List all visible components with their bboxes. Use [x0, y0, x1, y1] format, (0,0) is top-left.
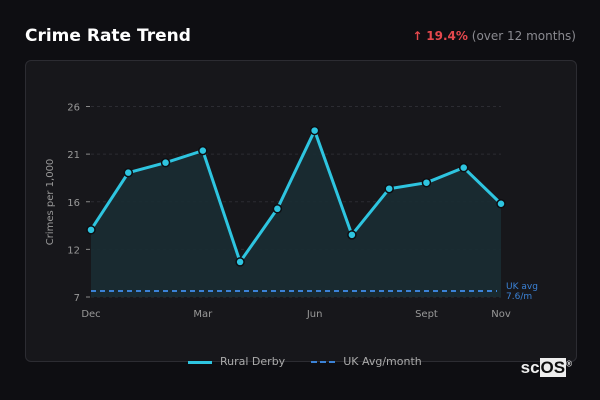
y-axis-label: Crimes per 1,000 — [45, 159, 56, 246]
data-point — [123, 167, 134, 178]
chart-title: Crime Rate Trend — [25, 26, 191, 46]
change-value: 19.4% — [426, 29, 468, 43]
scos-logo: scOS® — [520, 358, 572, 377]
legend: Rural Derby UK Avg/month — [188, 355, 422, 368]
data-point — [235, 257, 245, 267]
data-point — [309, 125, 320, 136]
x-tick-label: Sept — [415, 309, 438, 320]
data-point — [160, 157, 171, 168]
x-tick-label: Jun — [306, 309, 323, 320]
change-indicator: ↑ 19.4% (over 12 months) — [412, 29, 576, 43]
area-fill — [91, 130, 501, 297]
change-note: (over 12 months) — [471, 29, 576, 43]
data-point — [347, 230, 357, 240]
y-tick-label: 26 — [67, 103, 80, 114]
x-tick-label: Mar — [193, 309, 213, 320]
x-tick-label: Nov — [491, 309, 511, 320]
data-point — [496, 199, 506, 209]
data-point — [86, 225, 96, 235]
uk-avg-annotation: UK avg — [506, 282, 538, 292]
series-line-rural-derby — [89, 129, 503, 264]
x-tick-label: Dec — [81, 309, 100, 320]
y-tick-label: 7 — [74, 293, 80, 304]
legend-item-rural-derby[interactable]: Rural Derby — [188, 355, 285, 368]
data-point — [272, 204, 283, 214]
y-tick-label: 21 — [67, 150, 80, 161]
data-point — [384, 183, 394, 194]
y-tick-label: 16 — [67, 198, 80, 209]
up-arrow-icon: ↑ — [412, 29, 423, 43]
legend-item-uk-avg[interactable]: UK Avg/month — [311, 355, 422, 368]
data-point — [458, 162, 469, 173]
y-tick-label: 12 — [67, 245, 80, 256]
legend-label: Rural Derby — [220, 355, 286, 368]
data-point — [421, 177, 432, 188]
uk-avg-annotation: 7.6/m — [506, 292, 532, 302]
legend-label: UK Avg/month — [343, 355, 422, 368]
data-point — [198, 145, 208, 156]
